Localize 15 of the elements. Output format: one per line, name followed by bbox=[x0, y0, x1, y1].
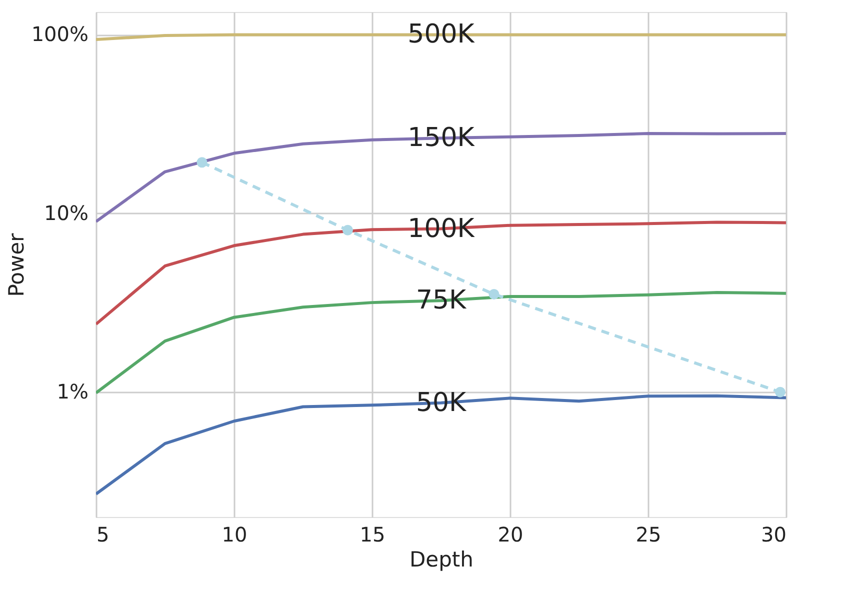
x-tick-label: 15 bbox=[360, 522, 386, 546]
x-axis-title: Depth bbox=[410, 548, 474, 572]
x-tick-label: 25 bbox=[636, 522, 662, 546]
point bbox=[196, 157, 208, 168]
x-tick-label: 10 bbox=[222, 522, 248, 546]
x-tick-label: 20 bbox=[498, 522, 524, 546]
y-tick-label: 100% bbox=[31, 22, 88, 46]
point bbox=[342, 224, 353, 236]
point bbox=[774, 386, 786, 398]
x-tick-label: 30 bbox=[761, 522, 786, 546]
y-tick-label: 10% bbox=[44, 200, 88, 225]
y-tick-label: 1% bbox=[56, 380, 88, 404]
x-tick-label: 5 bbox=[96, 522, 110, 546]
y-axis-title: Power bbox=[4, 232, 28, 297]
point bbox=[488, 288, 500, 300]
